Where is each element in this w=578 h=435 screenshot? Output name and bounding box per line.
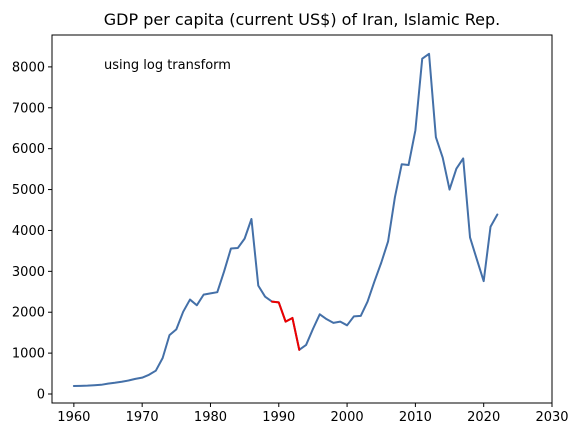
x-tick-label-1980: 1980: [194, 410, 227, 425]
y-tick-label-3000: 3000: [12, 265, 45, 280]
plot-area: [72, 52, 499, 388]
y-tick-label-2000: 2000: [12, 306, 45, 321]
log-transform-annotation: using log transform: [104, 58, 231, 73]
y-tick-label-7000: 7000: [12, 101, 45, 116]
x-tick-label-2030: 2030: [535, 410, 568, 425]
y-tick-label-6000: 6000: [12, 142, 45, 157]
x-tick-label-1960: 1960: [57, 410, 90, 425]
y-tick-label-0: 0: [37, 388, 45, 403]
x-axis: 1960 1970 1980 1990 2000 2010 2020 2030: [57, 403, 569, 425]
x-tick-label-1990: 1990: [262, 410, 295, 425]
x-tick-label-2010: 2010: [399, 410, 432, 425]
y-tick-label-8000: 8000: [12, 60, 45, 75]
highlighted-segment-line: [270, 300, 301, 351]
y-tick-label-1000: 1000: [12, 347, 45, 362]
plot-frame: [51, 34, 553, 404]
y-tick-label-5000: 5000: [12, 183, 45, 198]
x-tick-label-2020: 2020: [467, 410, 500, 425]
y-tick-label-4000: 4000: [12, 224, 45, 239]
y-axis: 0 1000 2000 3000 4000 5000 6000 7000 8000: [12, 60, 52, 403]
x-tick-label-1970: 1970: [126, 410, 159, 425]
x-tick-label-2000: 2000: [331, 410, 364, 425]
chart-title: GDP per capita (current US$) of Iran, Is…: [104, 10, 501, 29]
